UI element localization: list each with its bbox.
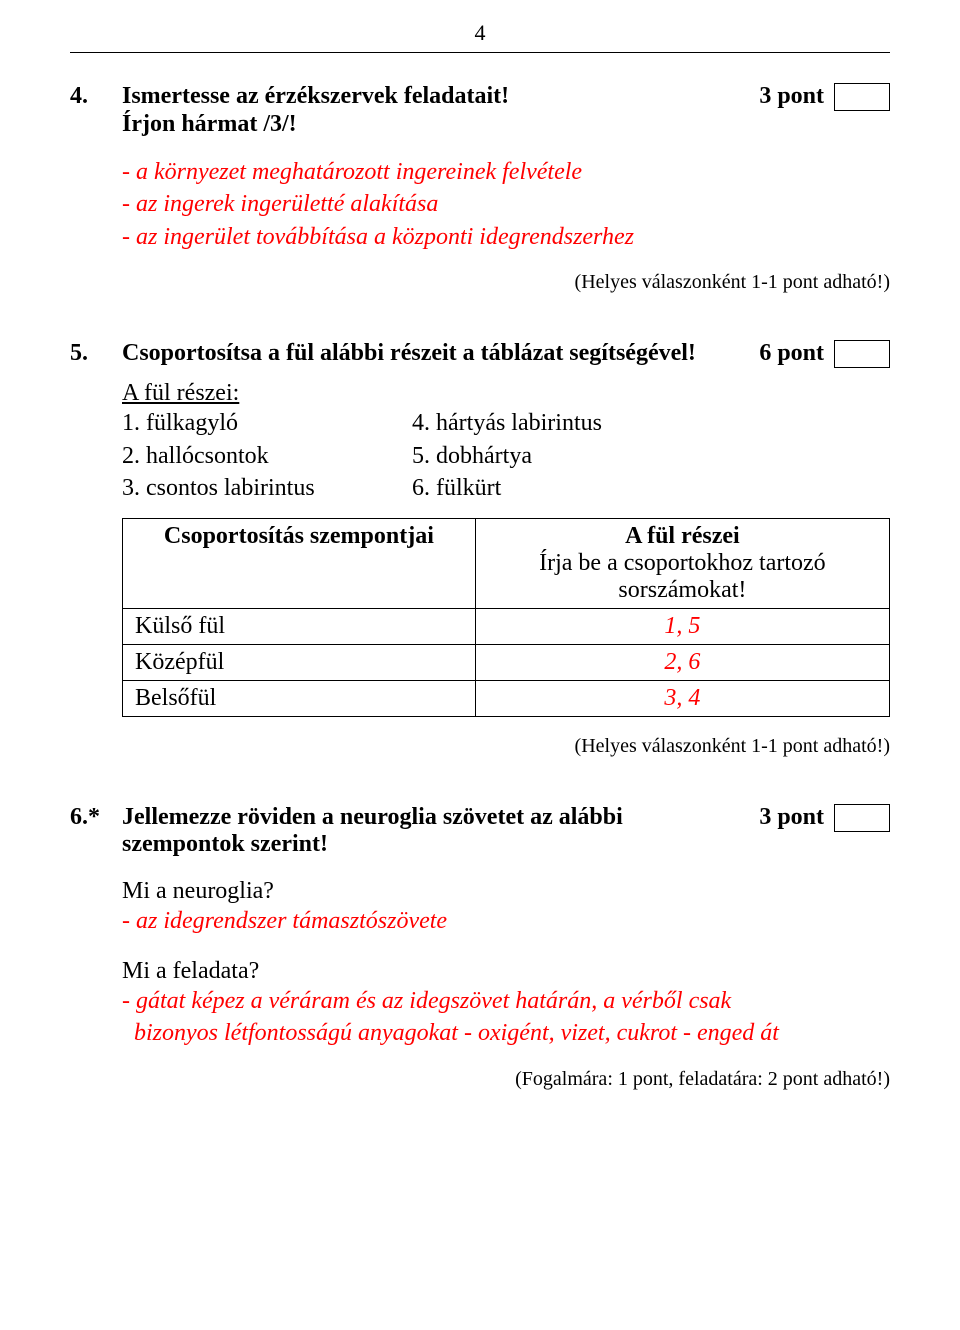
q5-th-right: A fül részei Írja be a csoportokhoz tart…: [475, 519, 889, 609]
q5-number: 5.: [70, 340, 122, 367]
table-row: Csoportosítás szempontjai A fül részei Í…: [123, 519, 890, 609]
q5-score-box[interactable]: [834, 340, 890, 368]
q6-subq1: Mi a neuroglia?: [122, 878, 890, 905]
q4-answer-3: - az ingerület továbbítása a központi id…: [122, 221, 890, 253]
q4-points: 3 pont: [759, 83, 824, 110]
q5-r1-label: Külső fül: [123, 609, 476, 645]
q4-number: 4.: [70, 83, 122, 110]
q6-suba2-line1: - gátat képez a véráram és az idegszövet…: [122, 985, 890, 1017]
q5-th-right-line1: A fül részei: [625, 523, 740, 549]
q5-list-2: 2. hallócsontok: [122, 440, 412, 472]
question-6: 6.* Jellemezze röviden a neuroglia szöve…: [70, 804, 890, 1090]
q5-table: Csoportosítás szempontjai A fül részei Í…: [122, 518, 890, 717]
table-row: Belsőfül 3, 4: [123, 681, 890, 717]
q6-note: (Fogalmára: 1 pont, feladatára: 2 pont a…: [70, 1068, 890, 1091]
q6-points: 3 pont: [759, 804, 824, 831]
q6-subq2: Mi a feladata?: [122, 958, 890, 985]
q5-th-left: Csoportosítás szempontjai: [123, 519, 476, 609]
q5-list-4: 4. hártyás labirintus: [412, 407, 890, 439]
q5-r3-label: Belsőfül: [123, 681, 476, 717]
q5-list-title: A fül részei:: [122, 380, 890, 407]
question-4: 4. Ismertesse az érzékszervek feladatait…: [70, 83, 890, 294]
q4-answer-1: - a környezet meghatározott ingereinek f…: [122, 156, 890, 188]
q6-title: Jellemezze röviden a neuroglia szövetet …: [122, 804, 682, 858]
q5-r2-value: 2, 6: [488, 649, 877, 676]
q5-r2-label: Középfül: [123, 645, 476, 681]
q5-note: (Helyes válaszonként 1-1 pont adható!): [70, 735, 890, 758]
q4-note: (Helyes válaszonként 1-1 pont adható!): [70, 271, 890, 294]
page-number: 4: [70, 20, 890, 46]
q5-title: Csoportosítsa a fül alábbi részeit a táb…: [122, 340, 759, 367]
q5-list-5: 5. dobhártya: [412, 440, 890, 472]
q4-subtitle: Írjon hármat /3/!: [122, 111, 890, 138]
q5-r1-value: 1, 5: [488, 613, 877, 640]
q6-number: 6.*: [70, 804, 122, 831]
q5-r3-value: 3, 4: [488, 685, 877, 712]
q6-score-box[interactable]: [834, 804, 890, 832]
table-row: Külső fül 1, 5: [123, 609, 890, 645]
q4-score-box[interactable]: [834, 83, 890, 111]
q5-list-3: 3. csontos labirintus: [122, 472, 412, 504]
question-5: 5. Csoportosítsa a fül alábbi részeit a …: [70, 340, 890, 758]
q4-title: Ismertesse az érzékszervek feladatait!: [122, 83, 759, 110]
q5-list-1: 1. fülkagyló: [122, 407, 412, 439]
q6-suba2-line2: bizonyos létfontosságú anyagokat - oxigé…: [122, 1017, 890, 1049]
q4-answers: - a környezet meghatározott ingereinek f…: [122, 156, 890, 253]
table-row: Középfül 2, 6: [123, 645, 890, 681]
q6-suba1: - az idegrendszer támasztószövete: [122, 905, 890, 937]
q5-points: 6 pont: [759, 340, 824, 367]
q5-th-right-line2: Írja be a csoportokhoz tartozó sorszámok…: [539, 550, 826, 603]
q4-answer-2: - az ingerek ingerületté alakítása: [122, 188, 890, 220]
q5-list-6: 6. fülkürt: [412, 472, 890, 504]
top-rule: [70, 52, 890, 53]
